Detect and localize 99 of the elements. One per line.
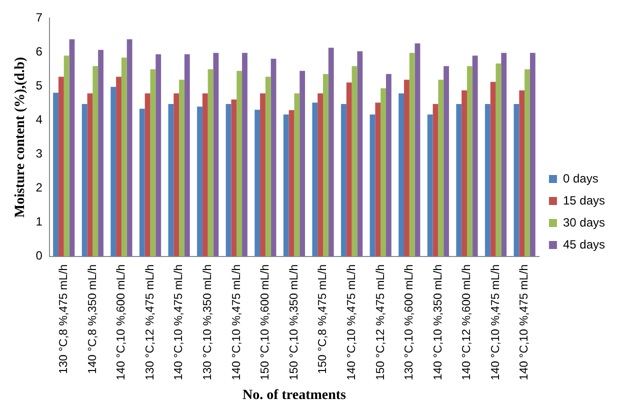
bar xyxy=(202,93,208,256)
bar xyxy=(208,69,214,256)
y-tick-label: 0 xyxy=(36,248,43,263)
legend-label: 15 days xyxy=(562,193,605,208)
x-tick-label: 140 °C,10 %,475 mL/h xyxy=(518,264,531,380)
x-tick-label: 140 °C,10 %,350 mL/h xyxy=(432,264,444,380)
bar xyxy=(312,102,318,256)
y-tick-label: 1 xyxy=(36,214,43,229)
bar xyxy=(380,88,386,256)
x-tick-label: 150 °C,10 %,600 mL/h xyxy=(260,264,272,380)
bar xyxy=(524,69,530,256)
x-tick-label: 140 °C,10 %,475 mL/h xyxy=(173,264,186,380)
bar xyxy=(484,104,490,256)
bar xyxy=(409,52,415,256)
bar xyxy=(64,56,70,256)
x-tick-label: 140 °C,10 %,600 mL/h xyxy=(116,264,128,380)
bar xyxy=(501,52,507,256)
bar xyxy=(110,86,116,256)
bar xyxy=(283,114,289,256)
bar xyxy=(352,66,358,256)
x-tick-label: 140 °C,10 %,475 mL/h xyxy=(346,264,358,380)
bar xyxy=(156,54,162,256)
x-tick-label: 140 °C,8 %,350 mL/h xyxy=(86,264,99,374)
x-tick-label: 140 °C,10 %,475 mL/h xyxy=(490,264,502,380)
bar xyxy=(341,104,346,256)
bar xyxy=(144,93,150,256)
y-tick-label: 7 xyxy=(36,10,43,25)
bar xyxy=(179,80,184,256)
bar xyxy=(254,110,260,256)
bar xyxy=(472,56,478,256)
bar xyxy=(87,93,93,256)
bar xyxy=(346,82,352,256)
bar xyxy=(444,66,449,256)
y-tick-label: 6 xyxy=(36,44,43,59)
x-axis-title: No. of treatments xyxy=(242,388,347,404)
bar xyxy=(462,90,467,256)
x-tick-label: 130 °C,10 %,600 mL/h xyxy=(404,264,416,380)
bar xyxy=(530,52,536,256)
bar xyxy=(116,76,122,256)
bar xyxy=(427,114,433,256)
legend-label: 30 days xyxy=(562,215,605,230)
bar xyxy=(69,39,75,256)
bar xyxy=(242,52,248,256)
bar xyxy=(386,74,392,256)
bar xyxy=(82,104,88,256)
bar xyxy=(414,43,420,256)
bar xyxy=(490,82,496,256)
bar xyxy=(150,69,156,256)
bar xyxy=(456,104,462,256)
bar xyxy=(466,66,472,256)
x-tick-label: 140 °C,12 %,600 mL/h xyxy=(461,264,474,380)
bar xyxy=(139,108,145,256)
legend-label: 0 days xyxy=(562,171,598,186)
bar xyxy=(328,48,334,256)
bar xyxy=(438,80,444,256)
bar xyxy=(519,90,525,256)
bar xyxy=(92,66,98,256)
bar xyxy=(53,92,58,256)
bar xyxy=(197,106,202,256)
x-tick-label: 130 °C,12 %,475 mL/h xyxy=(144,264,156,380)
bar xyxy=(213,52,219,256)
bar xyxy=(323,74,328,256)
bar xyxy=(236,70,242,256)
bar xyxy=(184,54,190,256)
bar xyxy=(260,93,266,256)
bar xyxy=(294,93,300,256)
x-tick-label: 150 °C,12 %,475 mL/h xyxy=(374,264,387,380)
bar xyxy=(265,76,271,256)
bar xyxy=(226,104,232,256)
y-tick-label: 5 xyxy=(36,78,43,93)
bar xyxy=(370,114,376,256)
bar xyxy=(270,58,276,256)
y-tick-label: 2 xyxy=(36,180,43,195)
bar xyxy=(126,39,132,256)
bar xyxy=(404,80,410,256)
x-tick-label: 140 °C,10 %,475 mL/h xyxy=(230,264,243,380)
bar xyxy=(58,76,64,256)
bar xyxy=(432,104,438,256)
bar xyxy=(357,51,363,256)
x-tick-label: 150 °C,10 %,350 mL/h xyxy=(288,264,300,380)
bar xyxy=(231,100,237,256)
bar xyxy=(288,110,294,256)
bar xyxy=(514,104,520,256)
bar xyxy=(98,50,104,256)
bar xyxy=(174,93,180,256)
bar xyxy=(375,102,381,256)
bar xyxy=(496,63,502,256)
x-tick-label: 150 °C,8 %,475 mL/h xyxy=(317,264,330,374)
y-tick-label: 4 xyxy=(36,112,43,127)
y-axis-title: Moisture content (%),(d.b) xyxy=(13,56,28,218)
bar xyxy=(318,93,324,256)
y-tick-label: 3 xyxy=(36,146,43,161)
legend-label: 45 days xyxy=(562,237,605,252)
bar xyxy=(168,104,174,256)
bar xyxy=(300,70,306,256)
bar xyxy=(398,93,404,256)
x-tick-label: 130 °C,10 %,350 mL/h xyxy=(202,264,214,380)
bar xyxy=(121,58,127,256)
x-tick-label: 130 °C,8 %,475 mL/h xyxy=(58,264,70,374)
